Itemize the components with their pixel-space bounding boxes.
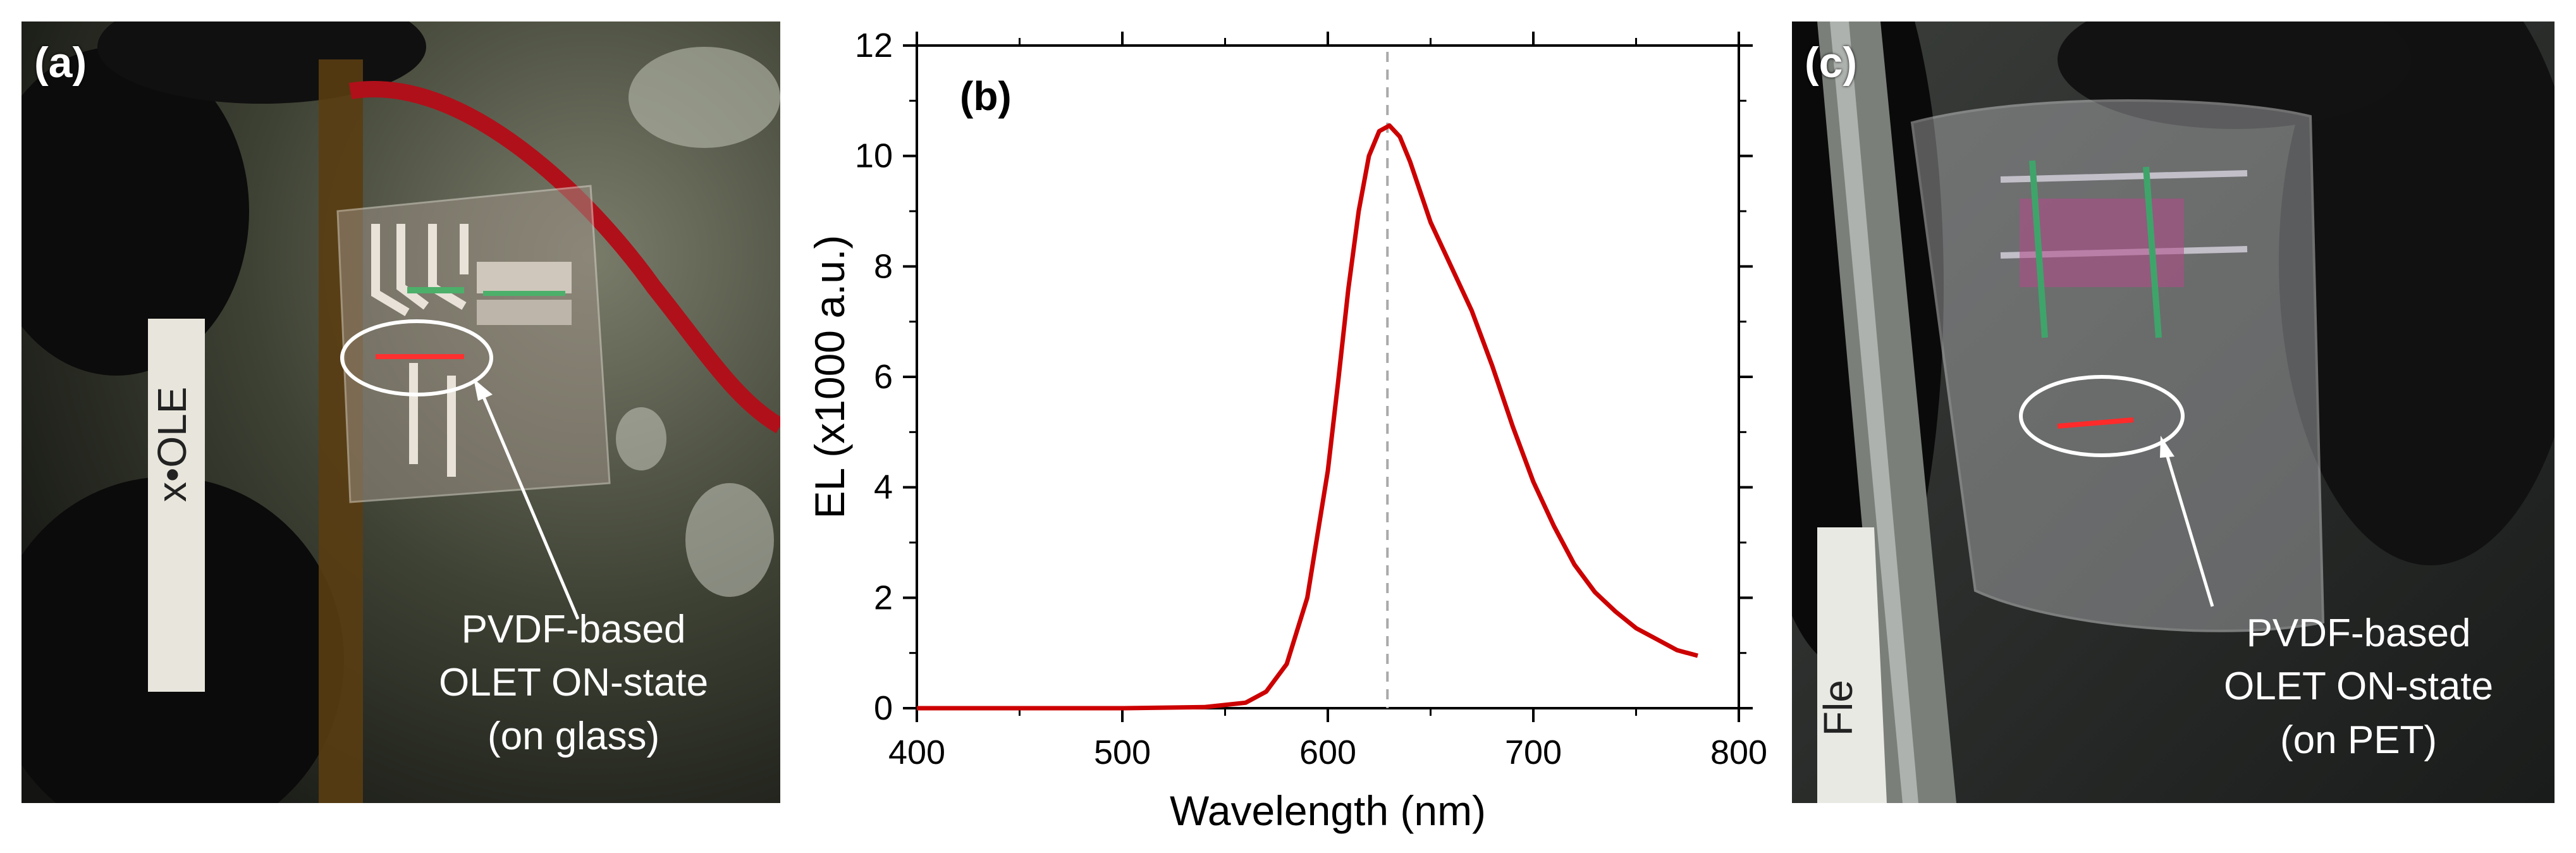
callout-glass-line-3: (on glass) [487,714,660,758]
callout-pet: PVDF-based OLET ON-state (on PET) [2224,607,2493,767]
photo-panel-a: x•OLE (a) PVDF-based OLET ON-state (on g… [21,21,780,803]
callout-glass-line-2: OLET ON-state [439,661,709,705]
y-tick-label: 12 [855,27,893,64]
x-tick-label: 700 [1505,733,1562,771]
photo-on-glass: x•OLE [21,21,780,803]
y-tick-label: 8 [874,247,893,285]
x-tick-label: 800 [1710,733,1767,771]
x-tick-label: 600 [1299,733,1356,771]
ticks-layer: 400 500 600 700 800 0 2 4 6 8 10 12 [855,27,1767,771]
el-spectrum-chart: 400 500 600 700 800 0 2 4 6 8 10 12 (b) Wavelength … [806,27,1767,834]
y-axis-title: EL (x1000 a.u.) [806,235,853,519]
y-tick-label: 10 [855,137,893,175]
panel-label-b: (b) [960,73,1012,119]
x-axis-title: Wavelength (nm) [1170,787,1486,834]
callout-pet-line-2: OLET ON-state [2224,665,2494,709]
y-tick-label: 0 [874,689,893,727]
x-tick-label: 500 [1094,733,1151,771]
photo-on-pet: Fle [1792,21,2555,803]
x-tick-label: 400 [888,733,945,771]
el-spectrum-curve [917,123,1698,711]
svg-text:x•OLE: x•OLE [149,387,195,502]
svg-text:Fle: Fle [1815,680,1861,736]
y-tick-label: 6 [874,358,893,396]
callout-pet-line-1: PVDF-based [2246,611,2471,655]
callout-glass-line-1: PVDF-based [461,608,686,651]
callout-pet-line-3: (on PET) [2280,718,2438,762]
y-tick-label: 4 [874,469,893,506]
panel-label-a: (a) [34,39,87,87]
panel-label-c: (c) [1805,39,1858,87]
callout-glass: PVDF-based OLET ON-state (on glass) [439,603,708,763]
y-tick-label: 2 [874,579,893,617]
photo-panel-c: Fle (c) PVDF-based OLET ON-state (on PET… [1792,21,2555,803]
